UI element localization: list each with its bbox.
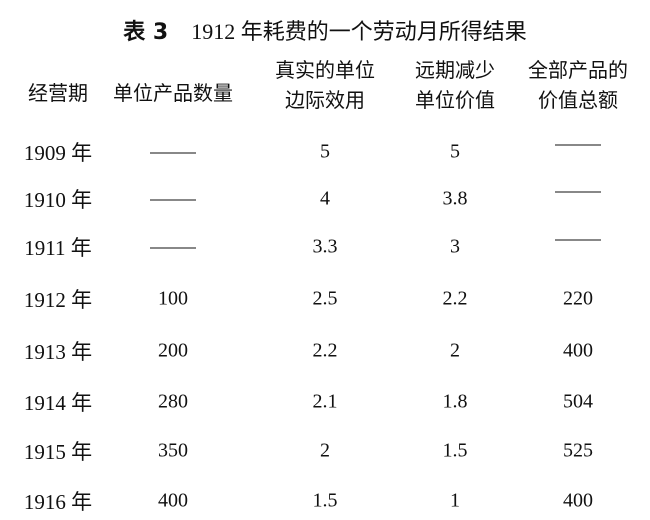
column-header-line: 价值总额 [538,88,618,112]
table-cell: 400 [158,489,188,512]
column-header-line: 经营期 [28,81,88,105]
column-header: 远期减少 单位价值 [380,55,530,115]
column-header: 单位产品数量 [98,78,248,108]
table-cell: 5 [320,140,330,163]
column-header-line: 全部产品的 [528,58,628,82]
table-cell: 1911 年 [24,236,92,260]
column-header-line: 单位价值 [415,88,495,112]
dash-placeholder [150,247,196,249]
table-title: 表 3 1912 年耗费的一个劳动月所得结果 [0,14,650,46]
table-cell: 1915 年 [23,440,93,464]
column-header: 经营期 [0,78,133,108]
table-cell: 1912 年 [23,288,93,312]
table-cell: 220 [563,287,593,310]
column-header-line: 远期减少 [415,58,495,82]
table-cell: 4 [320,187,330,210]
table-cell: 2.1 [312,390,338,413]
table-cell: 1.8 [442,390,468,413]
table-cell: 2.2 [312,339,338,362]
table-cell: 1 [450,489,460,512]
table-cell: 1913 年 [23,340,93,364]
table-cell: 1.5 [442,439,468,462]
table-cell: 1916 年 [23,490,93,514]
column-header: 真实的单位 边际效用 [250,55,400,115]
table-cell: 3.3 [312,235,338,258]
table-cell [150,236,196,259]
table-cell: 280 [158,390,188,413]
table-cell: 525 [563,439,593,462]
table-cell: 2.2 [442,287,468,310]
table-caption: 1912 年耗费的一个劳动月所得结果 [191,19,527,44]
dash-placeholder [555,144,601,146]
table-cell: 504 [563,390,593,413]
table-number: 表 3 [123,20,169,45]
table-cell [555,228,601,251]
column-header-line: 单位产品数量 [113,81,233,105]
table-cell: 3.8 [442,187,468,210]
table-cell: 200 [158,339,188,362]
table-cell [555,133,601,156]
table-cell: 1.5 [312,489,338,512]
table-cell: 2 [450,339,460,362]
table-cell [150,141,196,164]
column-header: 全部产品的 价值总额 [503,55,650,115]
dash-placeholder [555,191,601,193]
table-cell: 1914 年 [23,391,93,415]
dash-placeholder [150,152,196,154]
table-cell: 5 [450,140,460,163]
table-cell: 3 [450,235,460,258]
column-header-line: 真实的单位 [275,58,375,82]
table-cell: 2 [320,439,330,462]
table-cell: 350 [158,439,188,462]
table-cell: 1910 年 [23,188,93,212]
dash-placeholder [555,239,601,241]
table-cell [555,180,601,203]
table-cell: 400 [563,339,593,362]
table-cell: 1909 年 [23,141,93,165]
table-cell: 400 [563,489,593,512]
dash-placeholder [150,199,196,201]
table-cell: 2.5 [312,287,338,310]
table-cell: 100 [158,287,188,310]
column-header-line: 边际效用 [285,88,365,112]
table-cell [150,188,196,211]
